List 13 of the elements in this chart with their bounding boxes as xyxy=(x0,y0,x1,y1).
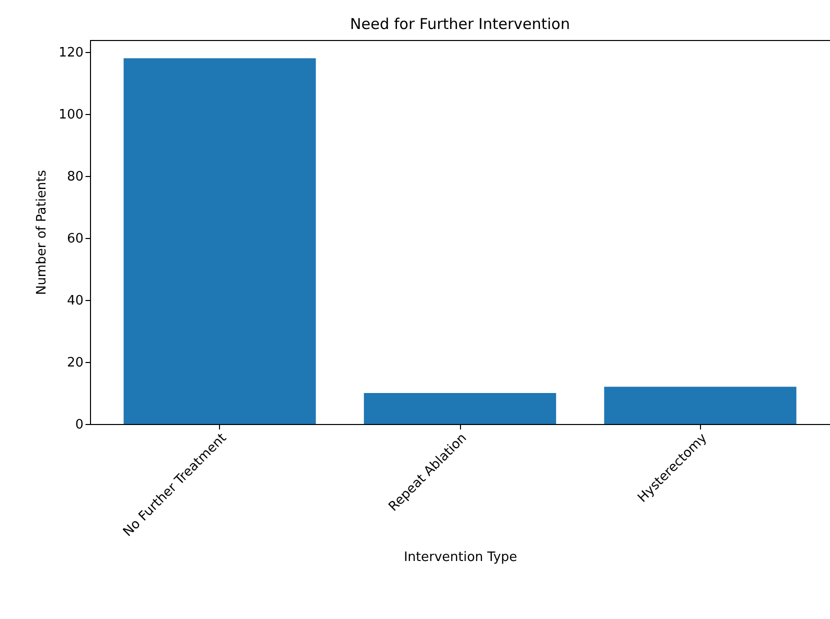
y-tick-label: 40 xyxy=(66,294,84,309)
y-tick-label: 0 xyxy=(75,418,84,432)
bar xyxy=(124,58,316,424)
y-tick-label: 80 xyxy=(66,170,84,185)
y-tick-label: 20 xyxy=(66,356,84,371)
y-tick-label: 60 xyxy=(66,232,84,247)
y-axis-title: Number of Patients xyxy=(34,170,50,296)
chart-title: Need for Further Intervention xyxy=(350,15,570,33)
bar xyxy=(604,386,796,424)
y-tick-label: 120 xyxy=(58,46,84,61)
y-tick-label: 100 xyxy=(58,108,84,123)
x-axis-title: Intervention Type xyxy=(404,550,518,566)
bar xyxy=(364,393,556,424)
